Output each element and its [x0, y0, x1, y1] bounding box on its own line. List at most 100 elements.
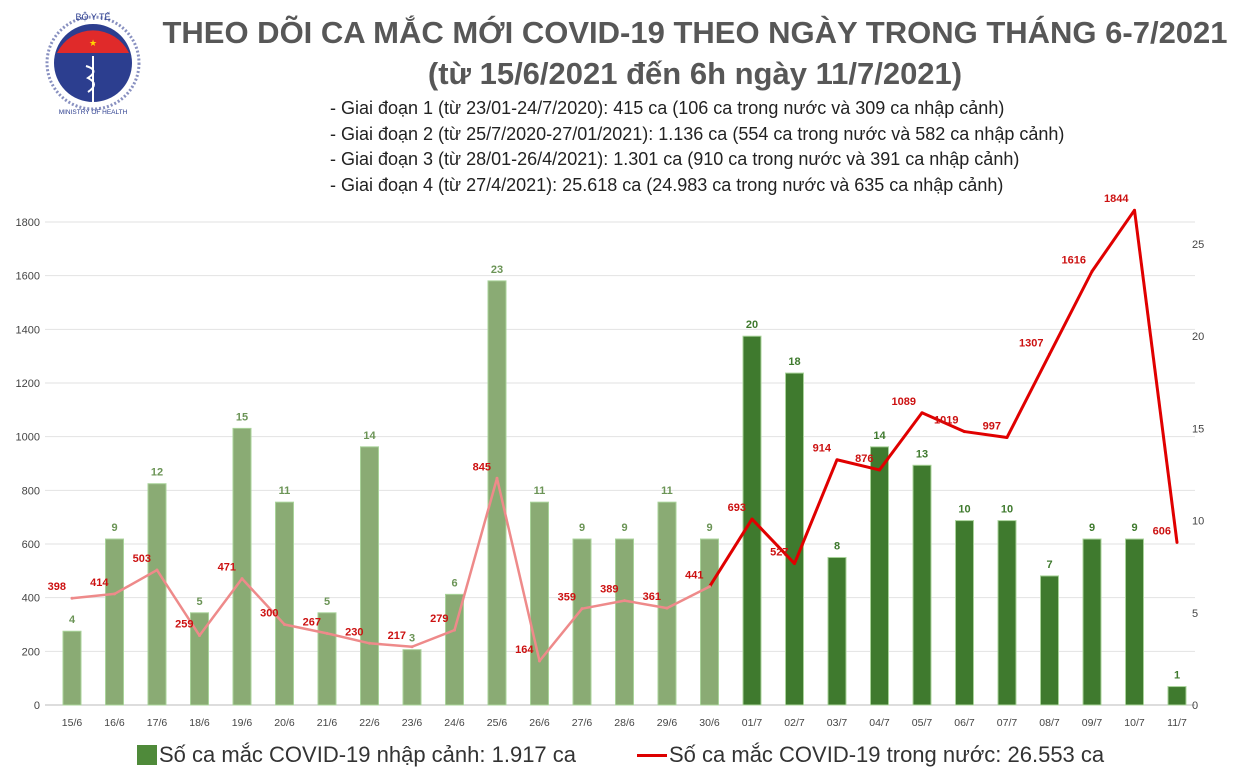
bar-data-label: 9	[706, 522, 712, 534]
bar	[1167, 686, 1187, 706]
bar	[487, 280, 507, 706]
left-axis-tick: 1800	[16, 217, 40, 229]
line-segment	[581, 599, 625, 610]
legend-imported-label: Số ca mắc COVID-19 nhập cảnh: 1.917 ca	[159, 742, 577, 767]
line-segment	[495, 477, 541, 662]
x-axis-tick: 23/6	[402, 717, 423, 729]
line-point	[1005, 435, 1009, 439]
x-axis-tick: 27/6	[572, 717, 593, 729]
line-point	[708, 585, 711, 589]
line-data-label: 997	[983, 420, 1001, 432]
bar-data-label: 11	[279, 485, 291, 497]
line-segment	[666, 585, 711, 610]
legend-bar-swatch	[137, 745, 157, 765]
x-axis-tick: 25/6	[487, 717, 508, 729]
x-axis-tick: 04/7	[869, 717, 890, 729]
line-segment	[453, 477, 499, 631]
bar	[1082, 538, 1102, 706]
line-point	[835, 458, 839, 462]
line-point	[368, 641, 371, 645]
right-axis-tick: 25	[1192, 239, 1204, 251]
ministry-of-health-logo: ★ BỘ Y TẾ MINISTRY OF HEALTH	[38, 8, 148, 123]
left-axis-tick: 1400	[16, 324, 40, 336]
legend-domestic-label: Số ca mắc COVID-19 trong nước: 26.553 ca	[669, 742, 1105, 767]
line-point	[878, 468, 881, 472]
bar	[1040, 575, 1059, 706]
bar-data-label: 15	[236, 411, 248, 423]
x-axis-tick: 22/6	[359, 717, 380, 729]
legend-line-swatch	[637, 753, 667, 757]
bar	[912, 464, 932, 706]
x-axis-tick: 03/7	[827, 717, 848, 729]
left-axis-tick: 0	[34, 700, 40, 712]
line-segment	[369, 642, 413, 649]
logo-text: BỘ Y TẾ	[75, 12, 110, 22]
line-segment	[198, 577, 244, 637]
line-point	[1090, 269, 1094, 273]
line-point	[665, 606, 669, 610]
line-data-label: 914	[813, 443, 832, 455]
bar	[572, 538, 592, 706]
line-data-label: 441	[685, 570, 703, 582]
line-segment	[284, 623, 328, 635]
line-data-label: 876	[855, 453, 873, 465]
x-axis-tick: 09/7	[1082, 717, 1103, 729]
line-segment	[241, 577, 286, 626]
x-axis-tick: 30/6	[699, 717, 720, 729]
bar	[445, 593, 464, 706]
line-data-label: 845	[473, 461, 491, 473]
x-axis-tick: 11/7	[1167, 717, 1187, 729]
bar	[700, 538, 719, 706]
bar-data-label: 12	[151, 467, 163, 479]
line-segment	[113, 568, 158, 595]
line-data-label: 230	[345, 626, 363, 638]
bar	[530, 501, 549, 706]
line-segment	[793, 459, 839, 565]
bar	[615, 538, 634, 706]
bar-data-label: 6	[451, 577, 457, 589]
line-point	[963, 430, 966, 434]
bar	[1125, 538, 1144, 706]
right-axis-tick: 15	[1192, 423, 1204, 435]
svg-text:MINISTRY OF HEALTH: MINISTRY OF HEALTH	[59, 109, 128, 116]
line-segment	[921, 411, 966, 433]
line-segment	[538, 607, 583, 662]
line-data-label: 1089	[892, 396, 916, 408]
line-point	[410, 645, 414, 649]
bar	[997, 520, 1017, 706]
bar-data-label: 11	[661, 485, 673, 497]
bar	[275, 501, 294, 706]
x-axis-tick: 26/6	[529, 717, 550, 729]
bar	[360, 446, 379, 706]
note-phase-4: - Giai đoạn 4 (từ 27/4/2021): 25.618 ca …	[330, 174, 1004, 195]
bar-data-label: 5	[324, 596, 330, 608]
line-data-label: 359	[558, 592, 576, 604]
line-point	[155, 568, 159, 572]
line-data-label: 300	[260, 608, 278, 620]
line-point	[920, 411, 924, 415]
x-axis-tick: 28/6	[614, 717, 635, 729]
x-axis-tick: 07/7	[997, 717, 1018, 729]
line-point	[793, 562, 796, 566]
line-point	[1133, 208, 1136, 212]
bar-data-label: 14	[363, 430, 376, 442]
bar-data-label: 11	[534, 485, 546, 497]
line-segment	[1048, 270, 1094, 355]
line-data-label: 1307	[1019, 337, 1043, 349]
line-data-label: 1616	[1062, 254, 1086, 266]
bar-data-label: 7	[1046, 559, 1052, 571]
left-axis-tick: 200	[22, 646, 40, 658]
line-point	[538, 659, 541, 663]
line-point	[240, 577, 244, 581]
bar	[105, 538, 124, 706]
line-data-label: 259	[175, 619, 193, 631]
left-axis-tick: 600	[22, 539, 40, 551]
line-point	[1175, 540, 1179, 544]
x-axis-tick: 20/6	[274, 717, 295, 729]
bar-data-label: 9	[1089, 522, 1095, 534]
bar	[785, 372, 804, 706]
line-data-label: 1019	[934, 415, 958, 427]
line-point	[453, 628, 456, 632]
bar-data-label: 9	[621, 522, 627, 534]
